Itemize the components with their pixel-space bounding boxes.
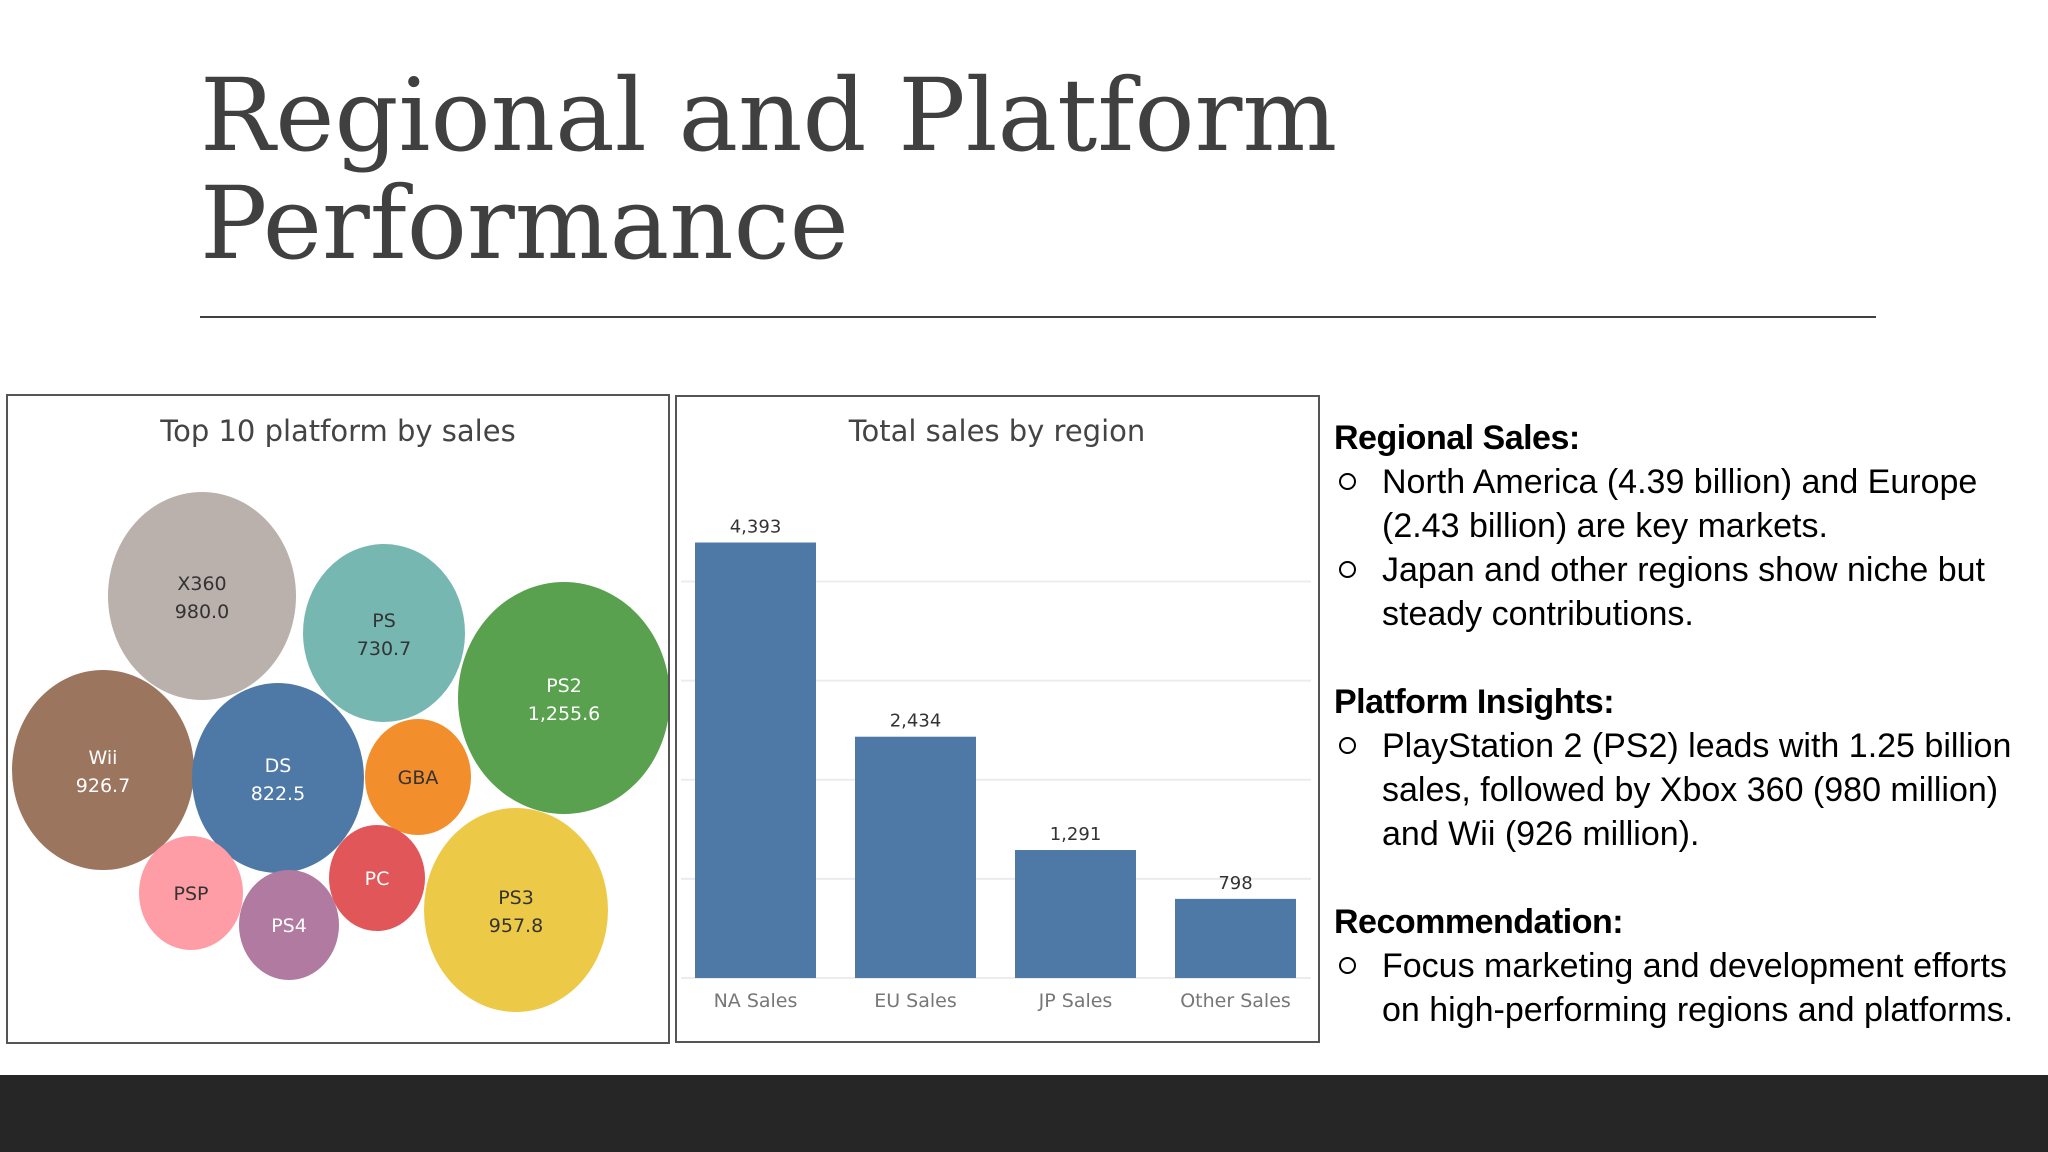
circle-bullet-icon bbox=[1339, 561, 1356, 578]
bar-na-sales bbox=[695, 542, 816, 978]
bubble-label: PSP bbox=[174, 883, 209, 905]
bar-value-label: 4,393 bbox=[730, 517, 782, 538]
bubble-wii: Wii 926.7 bbox=[12, 670, 194, 870]
bubble-label: PS bbox=[372, 610, 396, 632]
x-tick-label: JP Sales bbox=[1038, 990, 1113, 1012]
recommendation-section: Recommendation: Focus marketing and deve… bbox=[1334, 900, 2044, 1032]
regional-sales-section: Regional Sales: North America (4.39 bill… bbox=[1334, 416, 2044, 636]
bubble-psp: PSP bbox=[139, 836, 243, 950]
circle-bullet-icon bbox=[1339, 737, 1356, 754]
title-divider bbox=[200, 316, 1876, 318]
bubble-value: 926.7 bbox=[76, 775, 130, 797]
bubble-label: GBA bbox=[398, 767, 439, 789]
bubble-mark bbox=[365, 719, 471, 835]
list-item: PlayStation 2 (PS2) leads with 1.25 bill… bbox=[1334, 724, 2044, 856]
bubble-mark bbox=[239, 870, 339, 980]
section-heading: Recommendation: bbox=[1334, 903, 1624, 941]
footer-bar bbox=[0, 1075, 2048, 1152]
bar-eu-sales bbox=[855, 736, 976, 978]
bar-jp-sales bbox=[1015, 850, 1136, 978]
x-tick-label: NA Sales bbox=[714, 990, 798, 1012]
bubble-gba: GBA bbox=[365, 719, 471, 835]
bubble-chart-panel: Top 10 platform by sales PS2 1,255.6 X360 9… bbox=[6, 394, 670, 1044]
section-heading: Regional Sales: bbox=[1334, 419, 1580, 457]
x-tick-label: EU Sales bbox=[874, 990, 957, 1012]
list-item-text: PlayStation 2 (PS2) leads with 1.25 bill… bbox=[1382, 727, 2012, 853]
bubble-x360: X360 980.0 bbox=[108, 492, 296, 700]
bubble-ps: PS 730.7 bbox=[303, 544, 465, 722]
insights-panel: Regional Sales: North America (4.39 bill… bbox=[1334, 416, 2044, 1076]
bubble-ds: DS 822.5 bbox=[192, 683, 364, 873]
bubble-ps3: PS3 957.8 bbox=[424, 808, 608, 1012]
list-item: Japan and other regions show niche but s… bbox=[1334, 548, 2044, 636]
bubble-mark bbox=[303, 544, 465, 722]
bubble-mark bbox=[329, 825, 425, 931]
bar-chart-panel: Total sales by region 4,393 NA Sales 2,434… bbox=[675, 395, 1320, 1043]
bubble-label: PC bbox=[365, 868, 390, 890]
slide-title: Regional and Platform Performance bbox=[200, 62, 1600, 278]
list-item-text: Japan and other regions show niche but s… bbox=[1382, 551, 1985, 633]
bubble-label: X360 bbox=[177, 573, 226, 595]
bubble-value: 980.0 bbox=[175, 601, 229, 623]
bubble-value: 957.8 bbox=[489, 915, 543, 937]
x-tick-label: Other Sales bbox=[1180, 990, 1291, 1012]
bubble-label: PS3 bbox=[498, 887, 534, 909]
circle-bullet-icon bbox=[1339, 957, 1356, 974]
bar-value-label: 1,291 bbox=[1050, 824, 1102, 845]
bubble-value: 822.5 bbox=[251, 783, 305, 805]
bubble-value: 1,255.6 bbox=[528, 703, 601, 725]
bubble-label: DS bbox=[265, 755, 292, 777]
slide-title-line1: Regional and Platform bbox=[200, 57, 1338, 174]
list-item: Focus marketing and development efforts … bbox=[1334, 944, 2044, 1032]
bar-chart: Total sales by region 4,393 NA Sales 2,434… bbox=[681, 414, 1311, 1012]
list-item-text: Focus marketing and development efforts … bbox=[1382, 947, 2014, 1029]
bubble-ps4: PS4 bbox=[239, 870, 339, 980]
bubble-pc: PC bbox=[329, 825, 425, 931]
section-heading: Platform Insights: bbox=[1334, 683, 1615, 721]
platform-insights-section: Platform Insights: PlayStation 2 (PS2) l… bbox=[1334, 680, 2044, 856]
circle-bullet-icon bbox=[1339, 473, 1356, 490]
bubble-label: PS4 bbox=[271, 915, 307, 937]
bubble-mark bbox=[139, 836, 243, 950]
slide-title-line2: Performance bbox=[200, 165, 849, 282]
list-item-text: North America (4.39 billion) and Europe … bbox=[1382, 463, 1978, 545]
bar-value-label: 2,434 bbox=[890, 711, 942, 732]
bubble-mark bbox=[12, 670, 194, 870]
bar-chart-title: Total sales by region bbox=[848, 414, 1146, 448]
bar-value-label: 798 bbox=[1218, 873, 1252, 894]
bubble-label: Wii bbox=[89, 747, 118, 769]
list-item: North America (4.39 billion) and Europe … bbox=[1334, 460, 2044, 548]
bubble-mark bbox=[458, 582, 668, 814]
bubble-chart: Top 10 platform by sales PS2 1,255.6 X360 9… bbox=[12, 414, 668, 1012]
bubble-label: PS2 bbox=[546, 675, 582, 697]
bubble-ps2: PS2 1,255.6 bbox=[458, 582, 668, 814]
bubble-chart-title: Top 10 platform by sales bbox=[159, 414, 515, 448]
bubble-mark bbox=[424, 808, 608, 1012]
bar-other-sales bbox=[1175, 898, 1296, 978]
bubble-mark bbox=[192, 683, 364, 873]
bubble-mark bbox=[108, 492, 296, 700]
bubble-value: 730.7 bbox=[357, 638, 411, 660]
